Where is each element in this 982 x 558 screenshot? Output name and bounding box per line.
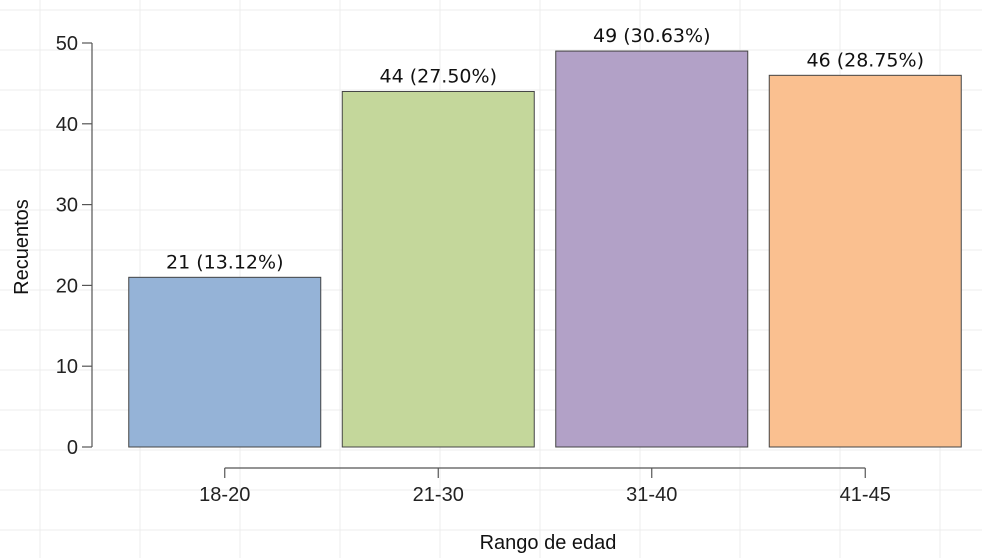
- y-tick-label: 10: [56, 356, 78, 378]
- y-tick-label: 40: [56, 114, 78, 136]
- y-tick-label: 0: [67, 437, 78, 459]
- x-tick-label: 31-40: [626, 484, 677, 506]
- y-axis-title: Recuentos: [11, 199, 33, 295]
- x-axis: 18-20 21-30 31-40 41-45: [199, 467, 891, 506]
- bar-31-40: [555, 50, 749, 448]
- data-label: 44 (27.50%): [380, 65, 498, 87]
- data-label: 21 (13.12%): [166, 251, 284, 273]
- x-axis-title: Rango de edad: [480, 532, 617, 554]
- y-axis: 0 10 20 30 40 50: [56, 33, 93, 459]
- data-labels: 21 (13.12%) 44 (27.50%) 49 (30.63%) 46 (28.…: [166, 25, 924, 273]
- x-tick-label: 41-45: [840, 484, 891, 506]
- x-tick-label: 21-30: [413, 484, 464, 506]
- y-tick-label: 50: [56, 33, 78, 55]
- bar-41-45: [768, 74, 962, 448]
- y-tick-label: 30: [56, 195, 78, 217]
- data-label: 49 (30.63%): [593, 25, 711, 47]
- bar-21-30: [341, 90, 535, 448]
- data-label: 46 (28.75%): [807, 49, 925, 71]
- y-tick-label: 20: [56, 275, 78, 297]
- bars: [128, 50, 962, 448]
- x-tick-label: 18-20: [199, 484, 250, 506]
- bar-18-20: [128, 276, 322, 448]
